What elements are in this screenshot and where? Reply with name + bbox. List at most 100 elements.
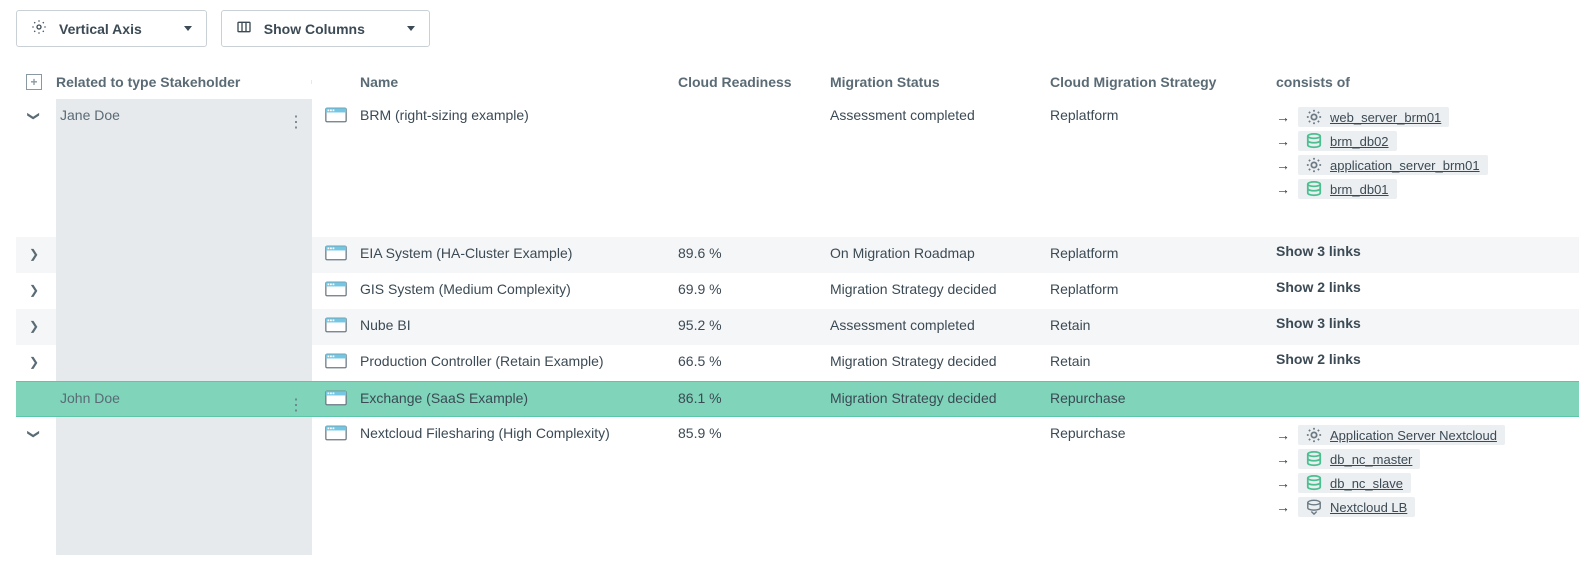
gear-icon	[31, 19, 47, 38]
consists-cell: Show 2 links	[1276, 345, 1579, 373]
application-icon	[325, 107, 347, 123]
strategy-cell: Retain	[1050, 309, 1276, 333]
name-cell: Nextcloud Filesharing (High Complexity)	[360, 417, 678, 441]
expand-all-icon[interactable]	[26, 74, 42, 90]
data-grid: Related to type Stakeholder Name Cloud R…	[16, 65, 1579, 555]
component-chip-label: web_server_brm01	[1330, 110, 1441, 125]
name-cell: Exchange (SaaS Example)	[360, 382, 678, 406]
arrow-right-icon: →	[1276, 133, 1290, 149]
chevron-down-icon[interactable]	[29, 427, 39, 441]
component-chip-label: db_nc_slave	[1330, 476, 1403, 491]
consists-link-row: → Application Server Nextcloud	[1276, 423, 1579, 447]
consists-link-row: →Nextcloud LB	[1276, 495, 1579, 519]
strategy-cell: Replatform	[1050, 273, 1276, 297]
consists-link-row: → brm_db02	[1276, 129, 1579, 153]
show-links-summary[interactable]: Show 3 links	[1276, 315, 1361, 331]
status-cell: Migration Strategy decided	[830, 345, 1050, 369]
application-icon	[325, 245, 347, 261]
vertical-axis-button[interactable]: Vertical Axis	[16, 10, 207, 47]
component-chip-label: Nextcloud LB	[1330, 500, 1407, 515]
application-icon	[325, 390, 347, 406]
name-cell: EIA System (HA-Cluster Example)	[360, 237, 678, 261]
chevron-right-icon[interactable]	[29, 319, 39, 333]
component-chip-label: db_nc_master	[1330, 452, 1412, 467]
component-chip-label: Application Server Nextcloud	[1330, 428, 1497, 443]
status-cell: Assessment completed	[830, 309, 1050, 333]
component-chip[interactable]: application_server_brm01	[1298, 155, 1488, 175]
stakeholder-cell	[56, 345, 312, 381]
component-chip[interactable]: web_server_brm01	[1298, 107, 1449, 127]
chevron-right-icon[interactable]	[29, 283, 39, 297]
component-chip-label: brm_db02	[1330, 134, 1389, 149]
readiness-cell: 86.1 %	[678, 382, 830, 406]
strategy-cell: Repurchase	[1050, 382, 1276, 406]
component-chip-label: application_server_brm01	[1330, 158, 1480, 173]
arrow-right-icon: →	[1276, 181, 1290, 197]
readiness-cell: 66.5 %	[678, 345, 830, 369]
table-row[interactable]: Production Controller (Retain Example)66…	[16, 345, 1579, 381]
stakeholder-cell	[56, 273, 312, 309]
stakeholder-cell: John Doe ⋮	[56, 382, 312, 416]
component-chip[interactable]: Application Server Nextcloud	[1298, 425, 1505, 445]
consists-cell: →web_server_brm01→brm_db02→application_s…	[1276, 99, 1579, 207]
readiness-cell: 89.6 %	[678, 237, 830, 261]
columns-icon	[236, 19, 252, 38]
strategy-cell: Replatform	[1050, 237, 1276, 261]
arrow-right-icon: →	[1276, 157, 1290, 173]
component-chip[interactable]: brm_db02	[1298, 131, 1397, 151]
consists-cell	[1276, 382, 1579, 394]
table-row[interactable]: GIS System (Medium Complexity)69.9 %Migr…	[16, 273, 1579, 309]
component-chip[interactable]: db_nc_slave	[1298, 473, 1411, 493]
header-stakeholder[interactable]: Related to type Stakeholder	[52, 74, 312, 90]
show-links-summary[interactable]: Show 3 links	[1276, 243, 1361, 259]
component-chip[interactable]: brm_db01	[1298, 179, 1397, 199]
component-chip[interactable]: Nextcloud LB	[1298, 497, 1415, 517]
table-row[interactable]: Nextcloud Filesharing (High Complexity)8…	[16, 417, 1579, 555]
name-cell: BRM (right-sizing example)	[360, 99, 678, 123]
consists-link-row: → brm_db01	[1276, 177, 1579, 201]
show-links-summary[interactable]: Show 2 links	[1276, 351, 1361, 367]
table-row[interactable]: EIA System (HA-Cluster Example)89.6 %On …	[16, 237, 1579, 273]
show-links-summary[interactable]: Show 2 links	[1276, 279, 1361, 295]
header-strategy[interactable]: Cloud Migration Strategy	[1050, 74, 1276, 90]
consists-link-row: → application_server_brm01	[1276, 153, 1579, 177]
kebab-menu-icon[interactable]: ⋮	[288, 398, 304, 414]
consists-link-row: →web_server_brm01	[1276, 105, 1579, 129]
status-cell: Assessment completed	[830, 99, 1050, 123]
chevron-down-icon	[407, 26, 415, 31]
application-icon	[325, 353, 347, 369]
status-cell: Migration Strategy decided	[830, 382, 1050, 406]
stakeholder-name: John Doe	[60, 390, 120, 406]
table-row[interactable]: Nube BI95.2 %Assessment completedRetainS…	[16, 309, 1579, 345]
status-cell	[830, 417, 1050, 425]
consists-link-row: →db_nc_master	[1276, 447, 1579, 471]
header-readiness[interactable]: Cloud Readiness	[678, 74, 830, 90]
toolbar: Vertical Axis Show Columns	[16, 10, 1579, 47]
chevron-right-icon[interactable]	[29, 355, 39, 369]
arrow-right-icon: →	[1276, 427, 1290, 443]
readiness-cell: 95.2 %	[678, 309, 830, 333]
readiness-cell: 69.9 %	[678, 273, 830, 297]
table-row[interactable]: John Doe ⋮ Exchange (SaaS Example)86.1 %Mi…	[16, 381, 1579, 417]
arrow-right-icon: →	[1276, 475, 1290, 491]
show-columns-button[interactable]: Show Columns	[221, 10, 430, 47]
vertical-axis-label: Vertical Axis	[59, 21, 142, 37]
application-icon	[325, 281, 347, 297]
strategy-cell: Repurchase	[1050, 417, 1276, 441]
application-icon	[325, 317, 347, 333]
header-name[interactable]: Name	[360, 74, 678, 90]
table-row[interactable]: Jane Doe ⋮ BRM (right-sizing example) Asses…	[16, 99, 1579, 237]
header-consists[interactable]: consists of	[1276, 74, 1579, 90]
header-status[interactable]: Migration Status	[830, 74, 1050, 90]
name-cell: Production Controller (Retain Example)	[360, 345, 678, 369]
kebab-menu-icon[interactable]: ⋮	[288, 115, 304, 131]
status-cell: On Migration Roadmap	[830, 237, 1050, 261]
chevron-down-icon[interactable]	[29, 109, 39, 123]
stakeholder-cell: Jane Doe ⋮	[56, 99, 312, 237]
consists-cell: Show 3 links	[1276, 237, 1579, 265]
status-cell: Migration Strategy decided	[830, 273, 1050, 297]
component-chip[interactable]: db_nc_master	[1298, 449, 1420, 469]
stakeholder-name: Jane Doe	[60, 107, 120, 123]
consists-cell: Show 2 links	[1276, 273, 1579, 301]
chevron-right-icon[interactable]	[29, 247, 39, 261]
